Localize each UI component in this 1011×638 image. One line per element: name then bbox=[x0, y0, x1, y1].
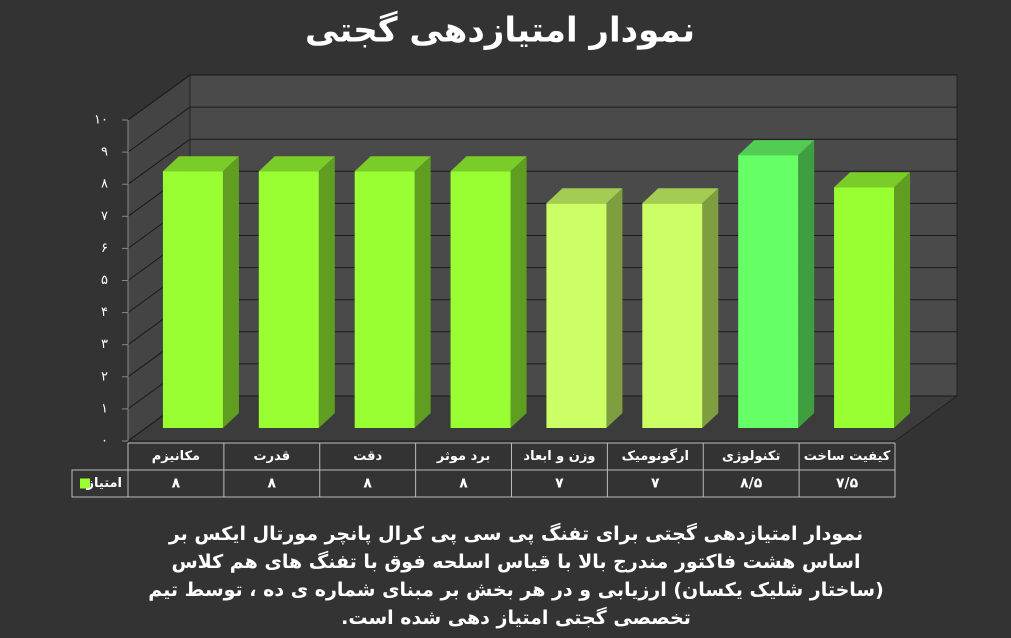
value-label: ۸/۵ bbox=[740, 476, 763, 492]
x-tick-label: دقت bbox=[353, 449, 382, 464]
x-tick-label: کیفیت ساخت bbox=[804, 449, 891, 464]
value-label: ۷ bbox=[651, 476, 660, 492]
bar-side bbox=[798, 140, 815, 428]
y-tick-label: ۵ bbox=[101, 273, 108, 288]
y-tick-label: ۰ bbox=[101, 434, 108, 449]
x-tick-label: ارگونومیک bbox=[622, 448, 689, 464]
bar-side bbox=[414, 156, 431, 428]
caption: نمودار امتیازدهی گجتی برای تفنگ پی سی پی… bbox=[148, 523, 884, 629]
x-tick-label: تکنولوژی bbox=[722, 449, 780, 464]
bar bbox=[642, 203, 703, 428]
chart-title: نمودار امتیازدهی گجتی bbox=[305, 11, 695, 51]
value-label: ۷ bbox=[555, 476, 564, 492]
y-tick-label: ۶ bbox=[101, 241, 108, 256]
grid-line bbox=[127, 74, 957, 121]
y-tick-label: ۴ bbox=[101, 305, 108, 320]
grid-line bbox=[127, 138, 957, 185]
bar-side bbox=[894, 172, 911, 428]
bar bbox=[834, 187, 895, 428]
bar-side bbox=[510, 156, 527, 428]
legend-label: امتیاز bbox=[86, 476, 122, 491]
bar-side bbox=[222, 156, 239, 428]
x-tick-label: مکانیزم bbox=[152, 449, 200, 464]
value-label: ۸ bbox=[172, 476, 181, 492]
y-tick-label: ۱ bbox=[101, 401, 108, 416]
bar-top bbox=[354, 156, 431, 172]
bar-top bbox=[546, 188, 623, 204]
x-tick-label: وزن و ابعاد bbox=[523, 449, 595, 464]
x-tick-label: برد موثر bbox=[436, 449, 490, 464]
x-tick-label: قدرت bbox=[254, 449, 291, 464]
y-tick-label: ۳ bbox=[101, 337, 108, 352]
bar-top bbox=[258, 156, 335, 172]
bar-top bbox=[642, 188, 719, 204]
value-label: ۷/۵ bbox=[836, 476, 859, 492]
value-label: ۸ bbox=[459, 476, 468, 492]
bar-side bbox=[702, 188, 719, 428]
y-tick-label: ۷ bbox=[101, 209, 108, 224]
table-frame bbox=[71, 469, 896, 498]
y-tick-label: ۹ bbox=[101, 145, 108, 160]
value-label: ۸ bbox=[363, 476, 372, 492]
bar bbox=[738, 155, 799, 428]
bar-top bbox=[834, 172, 911, 188]
bar-side bbox=[606, 188, 623, 428]
bar bbox=[354, 171, 415, 428]
y-tick-label: ۲ bbox=[101, 369, 108, 384]
bar-side bbox=[318, 156, 335, 428]
value-label: ۸ bbox=[268, 476, 277, 492]
bar-top bbox=[162, 156, 239, 172]
y-tick-label: ۸ bbox=[101, 177, 108, 192]
grid-line bbox=[127, 106, 957, 153]
y-tick-label: ۱۰ bbox=[94, 113, 108, 128]
bar bbox=[162, 171, 223, 428]
bar bbox=[450, 171, 511, 428]
bar bbox=[258, 171, 319, 428]
floor bbox=[126, 395, 959, 442]
bar-top bbox=[450, 156, 527, 172]
legend-swatch bbox=[80, 478, 90, 489]
bar bbox=[546, 203, 607, 428]
bar-top bbox=[738, 140, 815, 156]
